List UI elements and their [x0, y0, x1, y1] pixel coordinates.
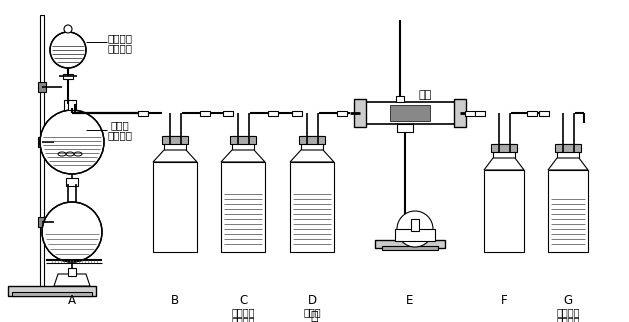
Bar [354, 99, 366, 127]
Polygon shape [484, 158, 524, 170]
Bar [162, 136, 188, 144]
Bar [66, 178, 78, 186]
Bar [223, 110, 233, 116]
Bar [200, 110, 210, 116]
Bar [397, 124, 413, 132]
Text: F: F [501, 293, 508, 307]
Bar [164, 136, 186, 150]
Bar [555, 144, 581, 152]
Bar [539, 110, 549, 116]
Bar [268, 110, 278, 116]
Bar [484, 170, 524, 252]
Bar [12, 292, 92, 296]
Polygon shape [54, 274, 90, 286]
Bar [493, 144, 515, 158]
Text: 镁粉: 镁粉 [418, 90, 431, 100]
Bar [475, 110, 485, 116]
Text: C: C [239, 293, 247, 307]
Bar [64, 100, 72, 112]
Bar [38, 82, 46, 92]
Bar [375, 240, 445, 248]
Bar [292, 110, 302, 116]
Bar [382, 246, 438, 250]
Circle shape [42, 202, 102, 262]
Text: 饱和溶液: 饱和溶液 [108, 43, 133, 53]
Bar [232, 136, 254, 150]
Text: 浓硫酸: 浓硫酸 [303, 307, 321, 317]
Bar [68, 268, 76, 276]
Bar [38, 217, 46, 227]
Bar [301, 136, 323, 150]
Bar [454, 99, 466, 127]
Bar [8, 286, 96, 296]
Bar [299, 136, 325, 144]
Text: A: A [68, 293, 76, 307]
Bar [491, 144, 517, 152]
Bar [40, 15, 44, 292]
Text: E: E [406, 293, 414, 307]
Polygon shape [221, 150, 265, 162]
Text: 饱和溶液: 饱和溶液 [108, 130, 133, 140]
Text: B: B [171, 293, 179, 307]
Text: 硫酸铵: 硫酸铵 [111, 120, 130, 130]
Bar [390, 105, 430, 121]
Bar [337, 110, 347, 116]
Bar [68, 100, 76, 110]
Bar [138, 110, 148, 116]
Circle shape [40, 110, 104, 174]
Text: 饱和溶液: 饱和溶液 [556, 316, 580, 322]
Bar [465, 110, 475, 116]
Bar [396, 96, 404, 102]
Bar [63, 74, 73, 79]
Bar [153, 162, 197, 252]
Bar [527, 110, 537, 116]
Bar [360, 102, 460, 124]
Polygon shape [290, 150, 334, 162]
Bar [548, 170, 588, 252]
Text: 饱和溶液: 饱和溶液 [231, 316, 255, 322]
Bar [38, 137, 46, 147]
Text: 亚硝酸钠: 亚硝酸钠 [108, 33, 133, 43]
Text: 硫酸亚铁: 硫酸亚铁 [231, 307, 255, 317]
Bar [290, 162, 334, 252]
Circle shape [50, 32, 86, 68]
Polygon shape [548, 158, 588, 170]
Polygon shape [153, 150, 197, 162]
Text: D: D [308, 293, 316, 307]
Bar [557, 144, 579, 158]
Bar [411, 219, 419, 231]
Text: 硫酸亚铁: 硫酸亚铁 [556, 307, 580, 317]
Circle shape [64, 25, 72, 33]
Circle shape [397, 211, 433, 247]
Text: 甲: 甲 [310, 310, 318, 322]
Text: G: G [564, 293, 572, 307]
Bar [395, 229, 435, 241]
Bar [221, 162, 265, 252]
Bar [230, 136, 256, 144]
